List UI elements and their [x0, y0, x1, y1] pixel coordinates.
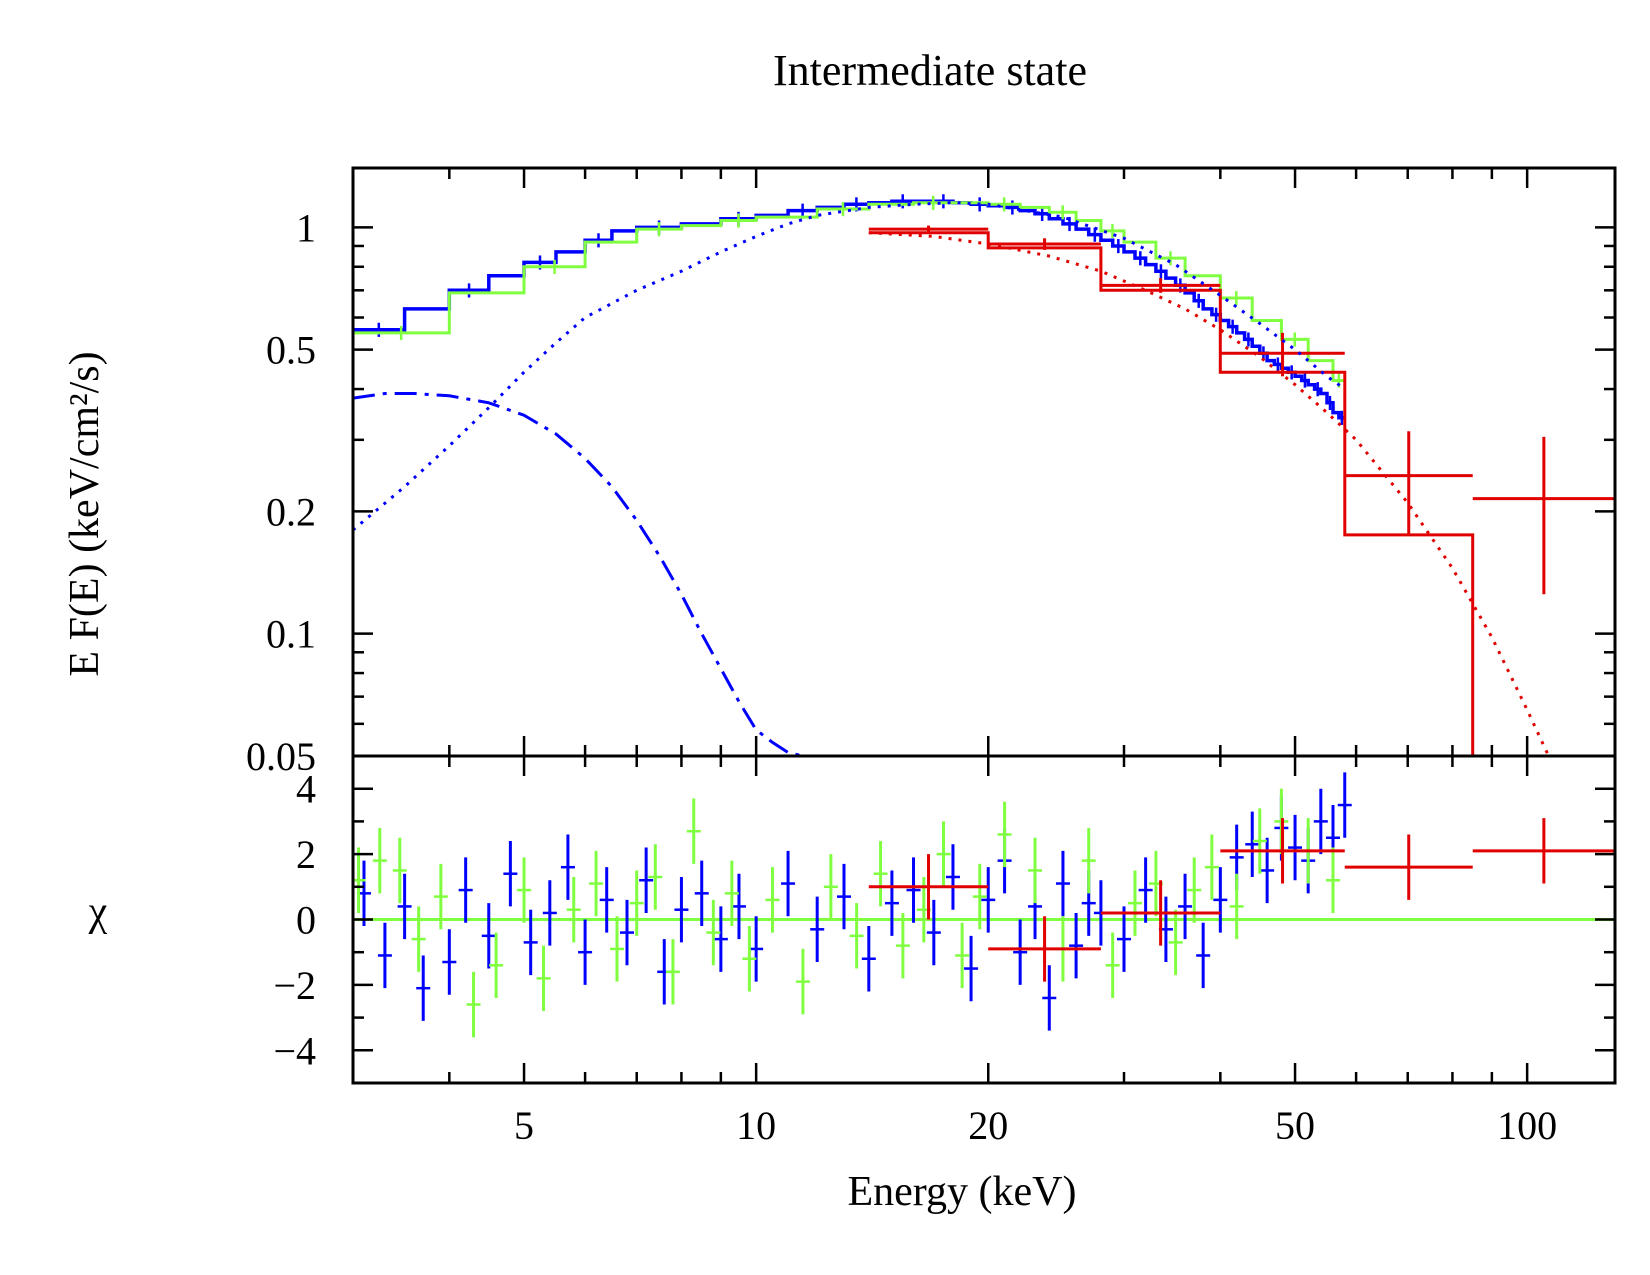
residual-panel-ticks: 5 10 20 50 100 −4 −2 0 2 4: [273, 754, 1615, 1148]
spectrum-panel: 0.05 0.1 0.2 0.5 1: [246, 166, 1617, 779]
y-tick-label-bottom: −4: [273, 1028, 316, 1073]
blue-comptonization-component: [353, 201, 1346, 532]
residual-series-group: [353, 772, 1615, 1038]
x-tick-label: 100: [1497, 1103, 1557, 1148]
x-tick-label: 10: [736, 1103, 776, 1148]
y-tick-label-top: 1: [296, 205, 316, 250]
x-tick-label: 5: [514, 1103, 534, 1148]
residual-panel: 5 10 20 50 100 −4 −2 0 2 4: [273, 754, 1617, 1148]
y-tick-label-bottom: 2: [296, 832, 316, 877]
y-tick-label-bottom: 0: [296, 898, 316, 943]
y-tick-label-top: 0.5: [266, 328, 316, 373]
y-axis-label-spectrum: E F(E) (keV/cm²/s): [62, 351, 108, 676]
blue-data: [353, 199, 1345, 420]
x-tick-label: 20: [968, 1103, 1008, 1148]
spectrum-panel-ticks: 0.05 0.1 0.2 0.5 1: [246, 168, 1615, 779]
x-tick-label: 50: [1275, 1103, 1315, 1148]
spectrum-series-group: [353, 194, 1615, 756]
y-tick-label-top: 0.2: [266, 489, 316, 534]
red-model: [868, 231, 1475, 756]
y-axis-label-residuals: χ: [88, 889, 108, 935]
green-data: [353, 201, 1345, 382]
y-tick-label-bottom: 4: [296, 767, 316, 812]
y-tick-label-top: 0.05: [246, 734, 316, 779]
y-tick-label-bottom: −2: [273, 963, 316, 1008]
spectrum-panel-frame: [351, 166, 1617, 758]
y-tick-label-top: 0.1: [266, 612, 316, 657]
red-model-continuum: [868, 231, 1551, 756]
x-axis-label: Energy (keV): [848, 1169, 1077, 1215]
blue-disk-component: [353, 392, 804, 756]
chart-title: Intermediate state: [773, 46, 1087, 95]
